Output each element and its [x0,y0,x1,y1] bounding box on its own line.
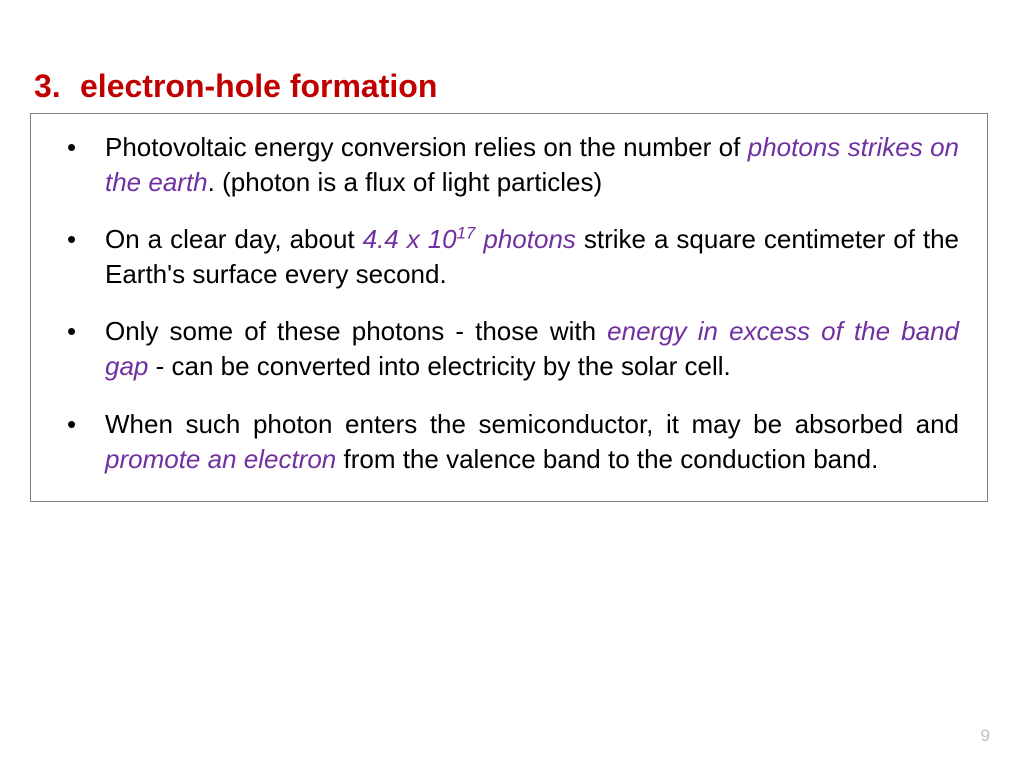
bullet-text: Photovoltaic energy conversion relies on… [105,130,959,200]
page-number: 9 [981,726,990,746]
bullet-marker: • [59,130,105,200]
body-text: Only some of these photons - those with [105,316,607,346]
bullet-marker: • [59,407,105,477]
bullet-item: •When such photon enters the semiconduct… [59,407,959,477]
body-text: When such photon enters the semiconducto… [105,409,959,439]
highlight-text: promote an electron [105,444,336,474]
bullet-text: When such photon enters the semiconducto… [105,407,959,477]
body-text: - can be converted into electricity by t… [148,351,730,381]
bullet-text: Only some of these photons - those with … [105,314,959,384]
heading-title: electron-hole formation [80,68,437,104]
bullet-item: •Only some of these photons - those with… [59,314,959,384]
highlight-text: photons [475,224,576,254]
body-text: Photovoltaic energy conversion relies on… [105,132,748,162]
slide-heading: 3.electron-hole formation [34,68,994,105]
superscript: 17 [457,224,476,243]
bullet-marker: • [59,314,105,384]
bullet-marker: • [59,222,105,292]
bullet-item: •Photovoltaic energy conversion relies o… [59,130,959,200]
body-text: . (photon is a flux of light particles) [208,167,603,197]
slide: 3.electron-hole formation •Photovoltaic … [0,0,1024,768]
bullet-item: •On a clear day, about 4.4 x 1017 photon… [59,222,959,292]
body-text: On a clear day, about [105,224,363,254]
highlight-text: 4.4 x 10 [363,224,457,254]
body-text: from the valence band to the conduction … [336,444,878,474]
heading-number: 3. [34,68,80,105]
bullet-text: On a clear day, about 4.4 x 1017 photons… [105,222,959,292]
content-box: •Photovoltaic energy conversion relies o… [30,113,988,502]
